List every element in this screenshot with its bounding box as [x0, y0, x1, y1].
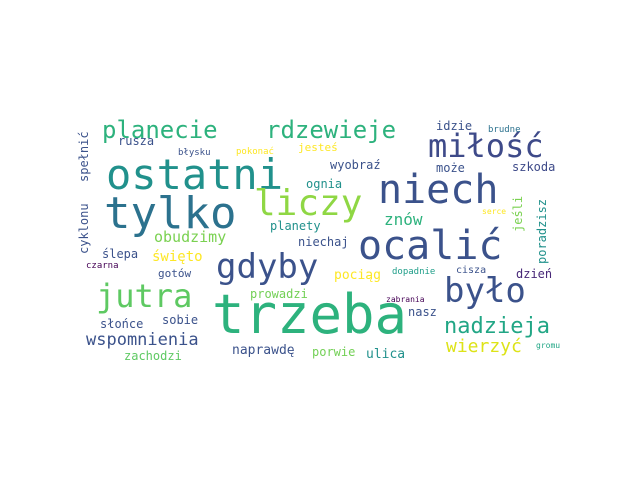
word-cloud-word: rusza: [118, 134, 155, 148]
word-cloud-word: ostatni: [106, 150, 284, 199]
word-cloud-word: spełnić: [77, 131, 91, 182]
word-cloud-word: naprawdę: [232, 343, 295, 358]
word-cloud-word: brudne: [488, 125, 521, 135]
word-cloud-word: było: [444, 271, 526, 311]
word-cloud-word: zabrania: [386, 295, 425, 304]
word-cloud-word: rdzewieje: [266, 116, 397, 144]
word-cloud-word: nasz: [408, 305, 437, 319]
word-cloud-word: niech: [378, 167, 499, 213]
word-cloud-word: tylko: [104, 188, 237, 239]
word-cloud-word: może: [436, 161, 465, 175]
word-cloud-word: pokonać: [236, 147, 274, 157]
word-cloud-word: planecie: [102, 116, 218, 144]
word-cloud-word: czarna: [86, 261, 119, 271]
word-cloud-word: wyobraź: [330, 158, 381, 172]
word-cloud-word: gdyby: [216, 247, 319, 287]
word-cloud-word: trzeba: [212, 283, 408, 346]
word-cloud-word: idzie: [436, 119, 473, 133]
word-cloud-word: liczy: [254, 183, 363, 224]
word-cloud-word: poradzisz: [535, 198, 549, 264]
word-cloud-word: miłość: [428, 127, 544, 165]
word-cloud-word: jesteś: [298, 141, 338, 154]
word-cloud-word: sobie: [162, 313, 199, 327]
word-cloud-word: święto: [152, 249, 203, 265]
word-cloud-word: błysku: [178, 148, 211, 158]
word-cloud-word: jeśli: [511, 195, 525, 232]
word-cloud-word: gotów: [158, 267, 192, 280]
word-cloud-word: dzień: [516, 267, 553, 281]
word-cloud-word: planety: [270, 219, 321, 233]
word-cloud-word: niechaj: [298, 235, 349, 249]
word-cloud-word: obudzimy: [154, 228, 227, 246]
word-cloud-word: wierzyć: [446, 336, 522, 357]
word-cloud-word: prowadzi: [250, 287, 308, 301]
word-cloud-word: cyklonu: [77, 203, 91, 254]
word-cloud-word: wspomnienia: [86, 330, 199, 350]
word-cloud-word: szkoda: [512, 160, 556, 174]
word-cloud-word: ocalić: [358, 223, 503, 269]
word-cloud-word: porwie: [312, 345, 356, 359]
word-cloud-word: cisza: [456, 265, 487, 276]
word-cloud-word: serce: [482, 207, 507, 216]
word-cloud-word: ślepa: [102, 247, 139, 261]
word-cloud-word: ulica: [366, 347, 406, 362]
word-cloud-word: jutra: [96, 277, 193, 315]
word-cloud-word: zachodzi: [124, 349, 182, 363]
word-cloud-word: dopadnie: [392, 267, 436, 277]
word-cloud-word: nadzieja: [444, 314, 550, 339]
word-cloud-word: gromu: [536, 341, 561, 350]
word-cloud-word: pociąg: [334, 268, 381, 283]
word-cloud-word: znów: [384, 210, 423, 229]
word-cloud-word: słońce: [100, 317, 144, 331]
word-cloud-word: ognia: [306, 177, 343, 191]
